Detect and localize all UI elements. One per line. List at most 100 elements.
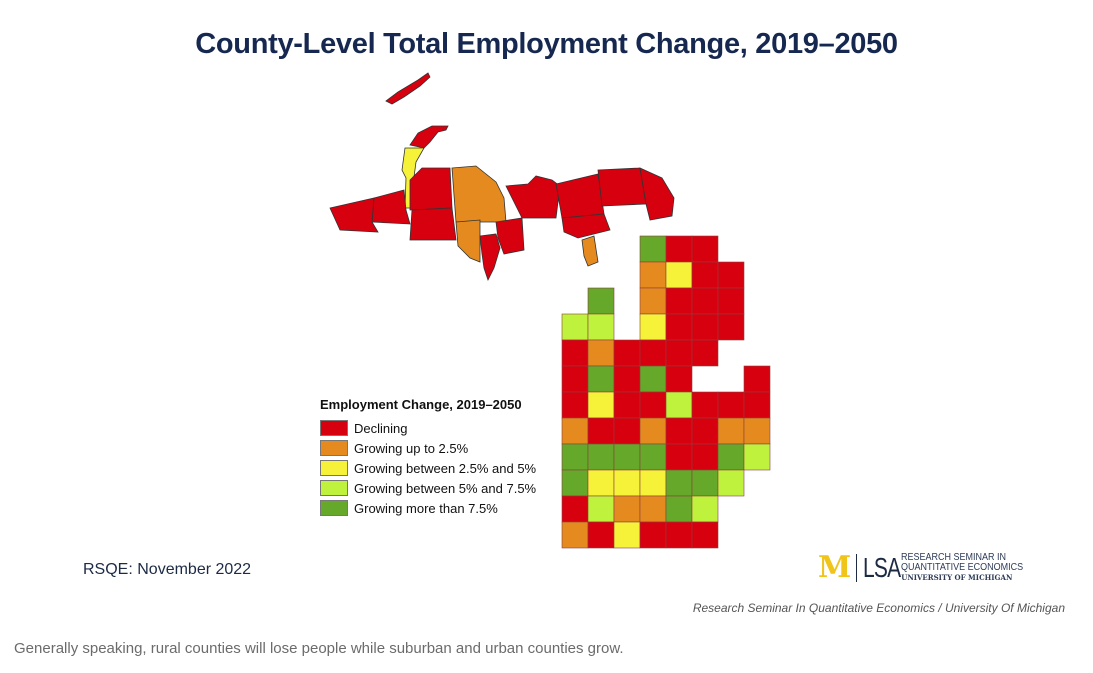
county-cell: [691, 521, 719, 549]
county-cell: [717, 313, 745, 341]
county-alger: [505, 175, 561, 219]
legend-swatch: [320, 440, 348, 456]
county-cell: [587, 417, 615, 445]
legend-label: Declining: [354, 420, 408, 436]
county-cell: [639, 235, 667, 263]
county-cell: [561, 417, 589, 445]
logo-line-2: QUANTITATIVE ECONOMICS: [901, 562, 1024, 573]
county-cell: [691, 469, 719, 497]
county-gogebic: [329, 197, 379, 233]
county-cell: [717, 287, 745, 315]
county-cell: [665, 521, 693, 549]
rsqe-logo: M LSA RESEARCH SEMINAR IN QUANTITATIVE E…: [818, 553, 1037, 583]
county-cell: [665, 287, 693, 315]
county-cell: [587, 521, 615, 549]
county-cell: [561, 521, 589, 549]
county-baraga: [409, 167, 453, 211]
county-cell: [561, 443, 589, 471]
lsa-logo: LSA: [863, 552, 901, 583]
logo-line-1: RESEARCH SEMINAR IN: [901, 552, 1007, 563]
county-cell: [743, 391, 771, 419]
county-cell: [665, 443, 693, 471]
county-cell: [587, 443, 615, 471]
county-cell: [717, 417, 745, 445]
county-cell: [613, 521, 641, 549]
legend-swatch: [320, 480, 348, 496]
county-cell: [691, 339, 719, 367]
county-chippewa: [639, 167, 675, 221]
county-cell: [587, 391, 615, 419]
county-cell: [613, 391, 641, 419]
county-iron: [409, 207, 457, 241]
county-cell: [665, 417, 693, 445]
logo-text: RESEARCH SEMINAR IN QUANTITATIVE ECONOMI…: [901, 553, 1037, 583]
county-cell: [691, 443, 719, 471]
image-credit: Research Seminar In Quantitative Economi…: [692, 601, 1065, 615]
county-cell: [587, 287, 615, 315]
legend-label: Growing between 5% and 7.5%: [354, 480, 537, 496]
county-cell: [717, 469, 745, 497]
legend-item: Declining: [320, 418, 536, 438]
county-cell: [639, 521, 667, 549]
source-note: RSQE: November 2022: [83, 561, 252, 578]
county-cell: [587, 365, 615, 393]
county-mackinac: [561, 213, 611, 239]
county-cell: [717, 391, 745, 419]
county-cell: [665, 339, 693, 367]
county-cell: [691, 417, 719, 445]
county-cell: [639, 391, 667, 419]
county-cell: [561, 339, 589, 367]
county-cell: [613, 417, 641, 445]
county-cell: [587, 495, 615, 523]
county-cell: [639, 417, 667, 445]
county-marquette: [451, 165, 507, 223]
legend-label: Growing more than 7.5%: [354, 500, 498, 516]
county-cell: [587, 339, 615, 367]
county-cell: [743, 417, 771, 445]
logo-divider: [856, 554, 858, 582]
county-cell: [587, 313, 615, 341]
legend-item: Growing up to 2.5%: [320, 438, 536, 458]
county-schoolcraft: [555, 173, 605, 219]
county-luce: [597, 167, 647, 207]
county-cell: [717, 443, 745, 471]
county-beaver-island-charlevoix-: [581, 235, 599, 267]
county-cell: [717, 261, 745, 289]
lower-peninsula: [561, 235, 771, 549]
county-cell: [639, 469, 667, 497]
county-cell: [691, 391, 719, 419]
legend-swatch: [320, 500, 348, 516]
upper-peninsula: [329, 72, 675, 282]
county-cell: [691, 495, 719, 523]
county-cell: [743, 443, 771, 471]
county-cell: [691, 287, 719, 315]
county-ontonagon: [371, 189, 411, 225]
county-cell: [665, 365, 693, 393]
county-cell: [613, 469, 641, 497]
county-menominee: [479, 233, 501, 282]
county-cell: [561, 313, 589, 341]
county-cell: [639, 261, 667, 289]
county-cell: [561, 391, 589, 419]
county-cell: [639, 313, 667, 341]
county-cell: [639, 365, 667, 393]
image-caption: Generally speaking, rural counties will …: [14, 640, 624, 657]
county-cell: [639, 495, 667, 523]
county-cell: [613, 365, 641, 393]
legend-title: Employment Change, 2019–2050: [320, 397, 522, 412]
logo-line-3: UNIVERSITY OF MICHIGAN: [901, 573, 1013, 582]
county-cell: [665, 261, 693, 289]
county-keweenaw: [409, 125, 449, 149]
county-cell: [639, 287, 667, 315]
legend-label: Growing up to 2.5%: [354, 440, 469, 456]
county-cell: [743, 365, 771, 393]
county-cell: [561, 495, 589, 523]
county-cell: [613, 495, 641, 523]
county-cell: [639, 339, 667, 367]
county-cell: [691, 235, 719, 263]
county-cell: [665, 469, 693, 497]
county-cell: [665, 495, 693, 523]
legend: Employment Change, 2019–2050 Declining Gr…: [320, 397, 536, 518]
legend-item: Growing more than 7.5%: [320, 498, 536, 518]
